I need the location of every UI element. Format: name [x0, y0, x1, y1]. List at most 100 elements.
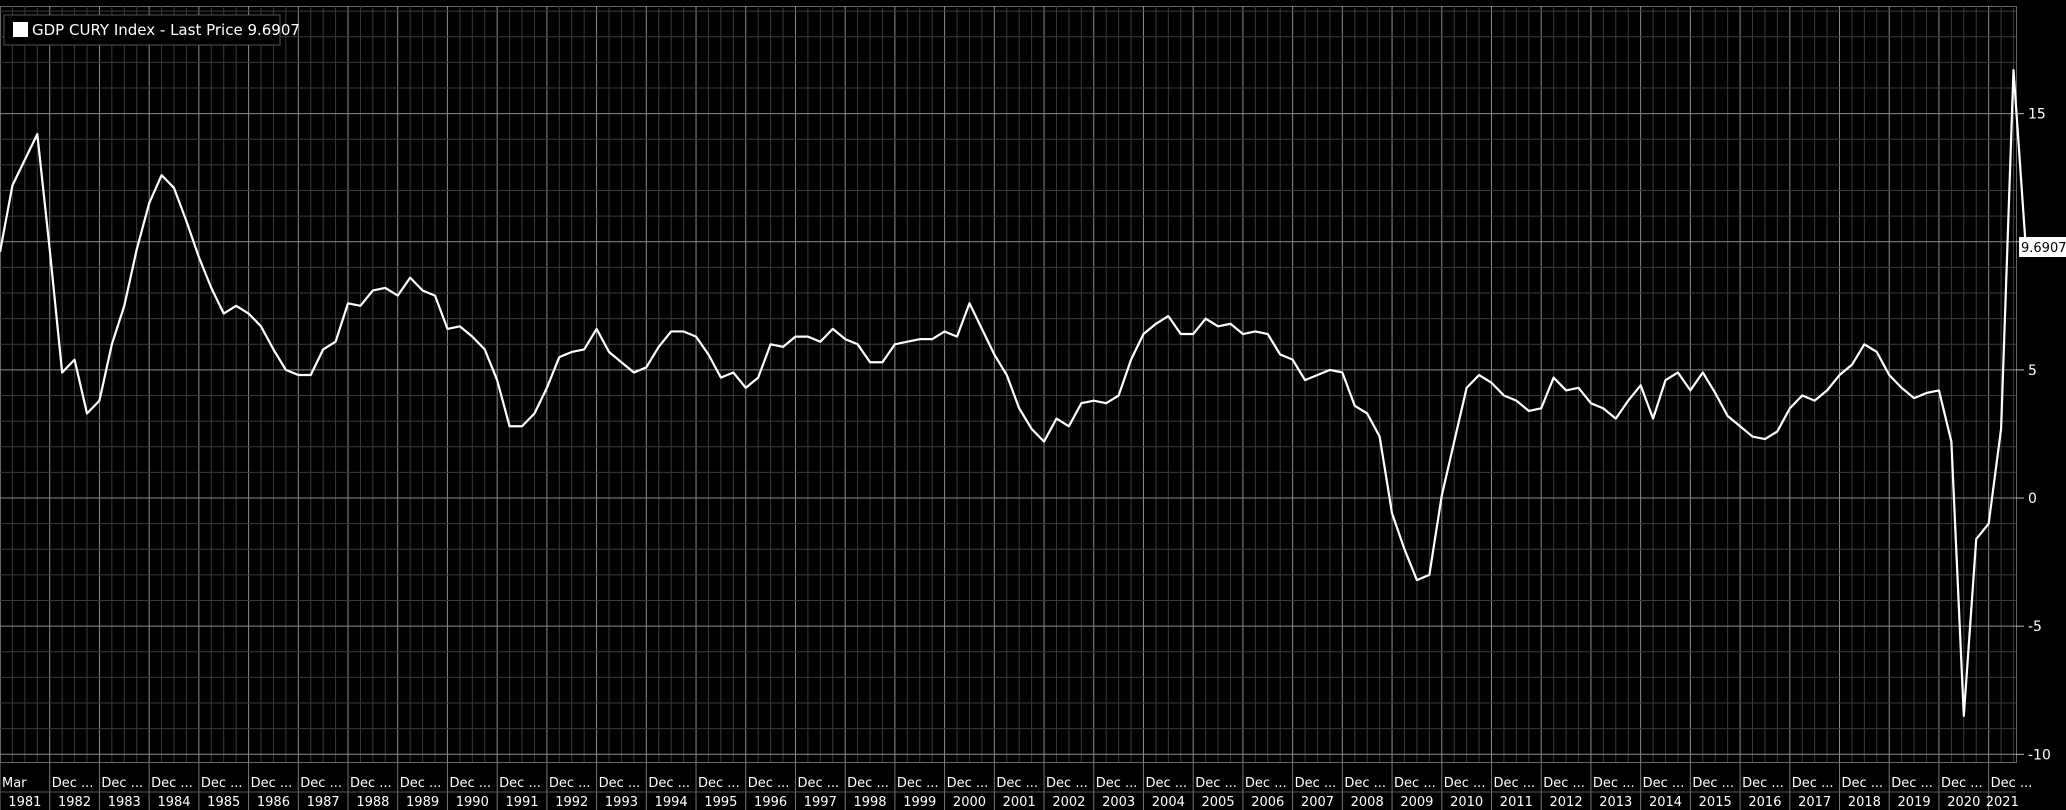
data-point	[1204, 317, 1206, 319]
x-tick-label-month: Dec ...	[201, 776, 243, 791]
x-tick-label-year: 2004	[1152, 795, 1185, 810]
data-point	[546, 387, 548, 389]
x-tick-label-month: Dec ...	[996, 776, 1038, 791]
data-point	[583, 348, 585, 350]
data-point	[1851, 364, 1853, 366]
data-point	[73, 358, 75, 360]
data-point	[906, 341, 908, 343]
data-point	[745, 387, 747, 389]
x-tick-label-month: Dec ...	[1941, 776, 1983, 791]
x-tick-label-month: Dec ...	[251, 776, 293, 791]
data-point	[223, 312, 225, 314]
data-point	[1030, 428, 1032, 430]
x-tick-label-year: 2016	[1748, 795, 1781, 810]
data-point	[297, 374, 299, 376]
data-point	[1552, 376, 1554, 378]
data-point	[86, 412, 88, 414]
x-tick-label-month: Dec ...	[1742, 776, 1784, 791]
data-point	[1055, 417, 1057, 419]
x-tick-label-year: 1984	[157, 795, 190, 810]
data-point	[1391, 512, 1393, 514]
data-point	[61, 371, 63, 373]
x-tick-label-month: Dec ...	[1891, 776, 1933, 791]
data-point	[372, 289, 374, 291]
data-point	[1441, 494, 1443, 496]
data-point	[1702, 371, 1704, 373]
x-tick-label-year: 2000	[953, 795, 986, 810]
x-tick-label-month: Dec ...	[1195, 776, 1237, 791]
x-tick-label-month: Dec ...	[1692, 776, 1734, 791]
series-layer	[0, 68, 2028, 717]
data-point	[1180, 333, 1182, 335]
axis-layer: 15 5 0 -5 -10 Mar 1981 Dec ... 1982 Dec ... 1983 De…	[0, 107, 2051, 810]
x-tick-label-month: Dec ...	[300, 776, 342, 791]
x-tick-label-year: 1983	[108, 795, 141, 810]
data-point	[658, 346, 660, 348]
data-point	[1615, 417, 1617, 419]
data-point	[1963, 715, 1965, 717]
data-point	[1776, 430, 1778, 432]
data-point	[484, 348, 486, 350]
data-point	[981, 328, 983, 330]
data-point	[1006, 374, 1008, 376]
x-tick-label-month: Dec ...	[101, 776, 143, 791]
data-point	[919, 338, 921, 340]
x-tick-label-year: 1986	[257, 795, 290, 810]
data-point	[1664, 379, 1666, 381]
x-tick-label-year: 1992	[555, 795, 588, 810]
data-point	[1242, 333, 1244, 335]
data-point	[1105, 402, 1107, 404]
data-point	[123, 305, 125, 307]
x-tick-label-year: 2019	[1898, 795, 1931, 810]
x-tick-label-year: 2007	[1301, 795, 1334, 810]
data-point	[198, 256, 200, 258]
data-point	[1068, 425, 1070, 427]
x-tick-label-month: Dec ...	[1444, 776, 1486, 791]
x-tick-label-month: Dec ...	[698, 776, 740, 791]
data-point	[1403, 548, 1405, 550]
data-point	[1316, 374, 1318, 376]
data-point	[1639, 384, 1641, 386]
data-point	[322, 348, 324, 350]
x-tick-label-year: 1993	[605, 795, 638, 810]
data-point	[1378, 435, 1380, 437]
data-point	[558, 356, 560, 358]
x-tick-label-month: Dec ...	[1991, 776, 2033, 791]
data-point	[1155, 323, 1157, 325]
x-tick-label-month: Dec ...	[599, 776, 641, 791]
x-tick-label-month: Dec ...	[1046, 776, 1088, 791]
data-point	[1726, 415, 1728, 417]
data-point	[1876, 351, 1878, 353]
data-point	[1291, 358, 1293, 360]
x-tick-label-year: 2020	[1947, 795, 1980, 810]
last-price-marker: 9.6907	[2019, 237, 2066, 257]
data-point	[1515, 399, 1517, 401]
data-point	[571, 351, 573, 353]
data-point	[49, 248, 51, 250]
data-point	[1478, 374, 1480, 376]
data-point	[1540, 407, 1542, 409]
data-point	[1018, 407, 1020, 409]
data-point	[993, 353, 995, 355]
data-point	[496, 379, 498, 381]
data-point	[1366, 412, 1368, 414]
data-point	[1813, 399, 1815, 401]
x-tick-label-month: Dec ...	[549, 776, 591, 791]
data-point	[732, 371, 734, 373]
x-tick-label-year: 2005	[1202, 795, 1235, 810]
data-point	[1652, 417, 1654, 419]
data-point	[1602, 407, 1604, 409]
data-point	[11, 184, 13, 186]
data-point	[894, 343, 896, 345]
data-point	[334, 341, 336, 343]
data-point	[210, 287, 212, 289]
data-point	[832, 328, 834, 330]
x-tick-label-year: 2013	[1599, 795, 1632, 810]
data-point	[956, 335, 958, 337]
x-tick-label-year: 1998	[853, 795, 886, 810]
legend[interactable]: GDP CURY Index - Last Price 9.6907	[3, 14, 300, 46]
x-tick-label-month: Dec ...	[1394, 776, 1436, 791]
x-tick-label-year: 2008	[1351, 795, 1384, 810]
